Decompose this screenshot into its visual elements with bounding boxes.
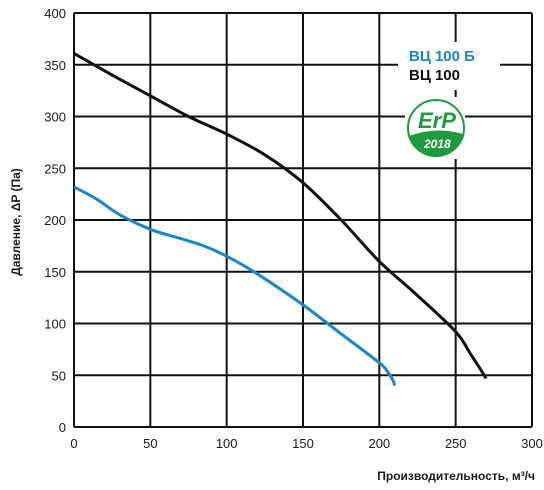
- y-tick-label: 50: [52, 368, 66, 383]
- erp-badge-icon: ErP 2018: [405, 97, 465, 159]
- legend: ВЦ 100 Б ВЦ 100: [398, 42, 500, 90]
- y-tick-label: 300: [44, 110, 66, 125]
- x-tick-label: 0: [70, 436, 77, 451]
- legend-label-vc100b: ВЦ 100 Б: [409, 48, 475, 65]
- legend-background: [398, 42, 500, 90]
- legend-label-vc100: ВЦ 100: [409, 67, 460, 84]
- badge-year-label: 2018: [423, 137, 451, 151]
- series-layer: [73, 52, 488, 387]
- x-tick-label: 100: [216, 436, 238, 451]
- x-tick-label: 200: [368, 436, 390, 451]
- series-line-1: [73, 52, 488, 380]
- y-axis-title: Давление, ΔP (Па): [9, 168, 23, 276]
- tick-labels: 0 50 100 150 200 250 300 0 50 100 150 200 250 300 350 4…: [44, 6, 543, 451]
- x-axis-title: Производительность, м³/ч: [377, 469, 535, 483]
- y-tick-label: 400: [44, 6, 66, 21]
- y-tick-label: 0: [59, 420, 66, 435]
- x-tick-label: 150: [292, 436, 314, 451]
- y-tick-label: 200: [44, 213, 66, 228]
- x-tick-label: 50: [143, 436, 157, 451]
- series-line-0: [73, 185, 397, 387]
- badge-erp-label: ErP: [418, 108, 456, 133]
- x-tick-label: 250: [445, 436, 467, 451]
- y-tick-label: 350: [44, 58, 66, 73]
- y-tick-label: 100: [44, 317, 66, 332]
- x-tick-label: 300: [521, 436, 543, 451]
- y-tick-label: 250: [44, 161, 66, 176]
- badge-green-arc: [409, 130, 463, 156]
- y-tick-label: 150: [44, 265, 66, 280]
